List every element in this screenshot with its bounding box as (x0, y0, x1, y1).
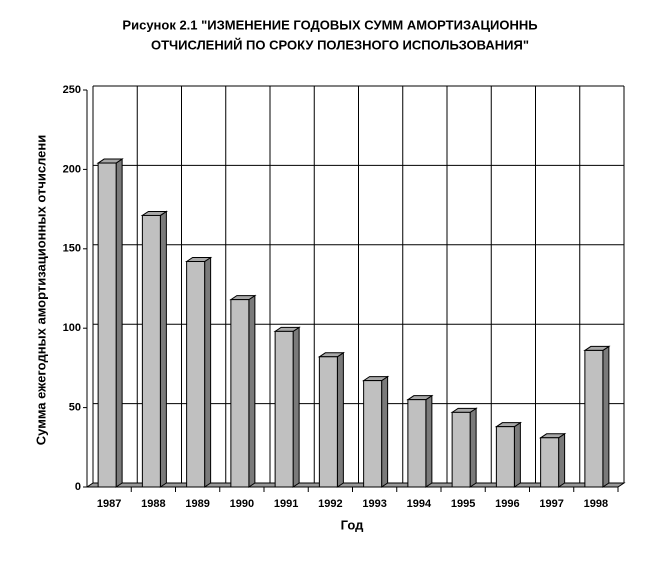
bar-side (425, 394, 433, 488)
y-axis-label: Сумма ежегодных амортизационных отчислен… (33, 135, 48, 446)
bar-side (513, 421, 521, 488)
x-tick-label: 1991 (274, 498, 298, 510)
y-tick-label: 200 (63, 163, 81, 175)
x-tick-label: 1989 (185, 498, 209, 510)
x-tick-label: 1987 (97, 498, 121, 510)
x-tick-label: 1995 (451, 498, 475, 510)
y-tick-label: 150 (63, 243, 81, 255)
bar (97, 162, 117, 488)
y-tick-label: 100 (63, 322, 81, 334)
bar (407, 399, 427, 488)
chart-title-line: ОТЧИСЛЕНИЙ ПО СРОКУ ПОЛЕЗНОГО ИСПОЛЬЗОВА… (151, 37, 529, 52)
x-axis-label: Год (341, 517, 364, 532)
bar (230, 299, 250, 488)
bar-side (602, 345, 610, 488)
y-tick-label: 0 (75, 481, 81, 493)
bar-side (292, 326, 300, 488)
bar-side (248, 294, 256, 488)
bar-side (558, 432, 566, 488)
bar (274, 330, 294, 488)
bar-side (204, 256, 212, 488)
bar-side (381, 375, 389, 488)
x-tick-label: 1992 (318, 498, 342, 510)
x-tick-label: 1994 (407, 498, 432, 510)
bar (363, 380, 383, 488)
bar-side (336, 351, 344, 488)
bar (318, 356, 338, 488)
x-tick-label: 1996 (495, 498, 519, 510)
x-tick-label: 1997 (539, 498, 563, 510)
x-tick-label: 1993 (362, 498, 386, 510)
bar-side (469, 407, 477, 488)
bar (141, 214, 161, 488)
x-tick-label: 1990 (230, 498, 254, 510)
chart-title-line: Рисунок 2.1 "ИЗМЕНЕНИЕ ГОДОВЫХ СУММ АМОР… (122, 17, 537, 32)
bar-side (159, 210, 167, 488)
bar (451, 411, 471, 488)
y-tick-label: 50 (69, 402, 81, 414)
bar (540, 437, 560, 488)
bar-side (115, 158, 123, 488)
bar (186, 261, 206, 488)
bar (584, 349, 604, 488)
x-tick-label: 1998 (584, 498, 608, 510)
bar (495, 426, 515, 488)
x-tick-label: 1988 (141, 498, 165, 510)
y-tick-label: 250 (63, 84, 81, 96)
